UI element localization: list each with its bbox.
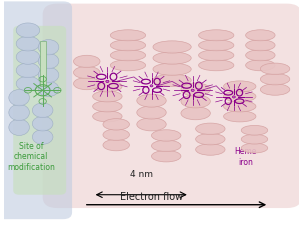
- Text: 4 nm: 4 nm: [130, 170, 153, 179]
- Text: Site of
chemical
modification: Site of chemical modification: [7, 142, 55, 172]
- Ellipse shape: [38, 40, 59, 55]
- Ellipse shape: [246, 30, 275, 41]
- Ellipse shape: [181, 83, 210, 96]
- Circle shape: [232, 96, 235, 98]
- Ellipse shape: [224, 101, 256, 112]
- Ellipse shape: [153, 41, 191, 53]
- Ellipse shape: [246, 40, 275, 51]
- Ellipse shape: [38, 67, 59, 83]
- Ellipse shape: [103, 129, 129, 140]
- Ellipse shape: [196, 133, 225, 145]
- Ellipse shape: [93, 81, 122, 92]
- Ellipse shape: [74, 77, 100, 90]
- Ellipse shape: [260, 63, 290, 74]
- Ellipse shape: [181, 107, 210, 120]
- Ellipse shape: [153, 74, 191, 86]
- Ellipse shape: [32, 116, 53, 131]
- Polygon shape: [40, 41, 46, 86]
- Ellipse shape: [9, 104, 29, 121]
- Ellipse shape: [9, 119, 29, 135]
- Ellipse shape: [199, 30, 234, 41]
- Ellipse shape: [152, 140, 181, 151]
- Ellipse shape: [93, 101, 122, 112]
- Ellipse shape: [260, 84, 290, 95]
- Ellipse shape: [137, 118, 166, 131]
- Text: Electron flow: Electron flow: [120, 193, 183, 202]
- Ellipse shape: [16, 23, 40, 38]
- Ellipse shape: [199, 50, 234, 61]
- Ellipse shape: [196, 144, 225, 155]
- Ellipse shape: [181, 95, 210, 108]
- Ellipse shape: [32, 130, 53, 144]
- Circle shape: [150, 85, 153, 87]
- Circle shape: [106, 80, 109, 83]
- Ellipse shape: [241, 125, 268, 135]
- Ellipse shape: [137, 106, 166, 119]
- Ellipse shape: [16, 63, 40, 78]
- Ellipse shape: [103, 140, 129, 151]
- Ellipse shape: [137, 94, 166, 107]
- Ellipse shape: [74, 66, 100, 79]
- Ellipse shape: [110, 60, 146, 71]
- Ellipse shape: [110, 40, 146, 51]
- Ellipse shape: [241, 143, 268, 153]
- Ellipse shape: [224, 111, 256, 122]
- Ellipse shape: [93, 111, 122, 122]
- Ellipse shape: [152, 151, 181, 162]
- Ellipse shape: [260, 74, 290, 85]
- Ellipse shape: [224, 81, 256, 92]
- Ellipse shape: [103, 119, 129, 130]
- FancyBboxPatch shape: [43, 4, 300, 208]
- Ellipse shape: [38, 81, 59, 97]
- Ellipse shape: [196, 123, 225, 135]
- Ellipse shape: [16, 36, 40, 51]
- Text: Heme
iron: Heme iron: [235, 147, 257, 167]
- Ellipse shape: [153, 63, 191, 75]
- Ellipse shape: [199, 40, 234, 51]
- Ellipse shape: [16, 50, 40, 64]
- Ellipse shape: [246, 50, 275, 61]
- Circle shape: [191, 89, 194, 91]
- Ellipse shape: [241, 134, 268, 144]
- Ellipse shape: [224, 91, 256, 102]
- Ellipse shape: [199, 60, 234, 71]
- Ellipse shape: [93, 91, 122, 102]
- Ellipse shape: [110, 30, 146, 41]
- Ellipse shape: [9, 90, 29, 106]
- Ellipse shape: [38, 54, 59, 69]
- Ellipse shape: [74, 55, 100, 68]
- Ellipse shape: [16, 76, 40, 91]
- Ellipse shape: [110, 50, 146, 61]
- FancyBboxPatch shape: [13, 26, 66, 195]
- Ellipse shape: [32, 103, 53, 118]
- FancyBboxPatch shape: [0, 1, 72, 219]
- Ellipse shape: [152, 130, 181, 141]
- Ellipse shape: [153, 52, 191, 64]
- Ellipse shape: [246, 60, 275, 71]
